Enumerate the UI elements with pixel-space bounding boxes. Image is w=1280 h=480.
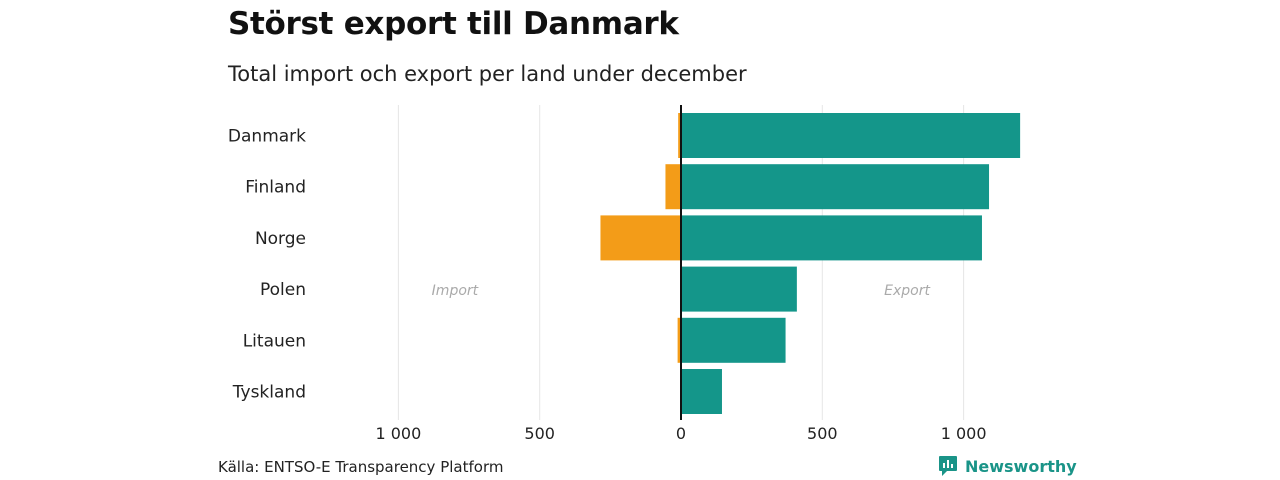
x-tick-label: 500: [807, 424, 838, 443]
chart-plot: 1 000 500 0 500 1 000 Import Export Danmark Finl…: [228, 105, 1021, 443]
export-bar: [681, 266, 797, 312]
x-tick-label: 1 000: [941, 424, 987, 443]
export-bar: [681, 369, 722, 414]
category-label: Norge: [255, 229, 306, 249]
export-bar: [681, 215, 982, 261]
brand-logo: Newsworthy: [938, 455, 1077, 477]
labels: 1 000 500 0 500 1 000 Import Export Danmark Finl…: [228, 105, 987, 443]
chart-subtitle: Total import och export per land under d…: [228, 62, 747, 86]
category-label: Finland: [245, 178, 306, 198]
x-tick-label: 1 000: [375, 424, 421, 443]
newsworthy-logo-icon: [939, 456, 957, 476]
chart-title: Störst export till Danmark: [228, 6, 679, 42]
export-bar: [681, 164, 990, 210]
x-tick-label: 0: [676, 424, 686, 443]
export-bar: [681, 317, 786, 363]
category-label: Polen: [260, 280, 306, 300]
x-tick-label: 500: [524, 424, 555, 443]
category-label: Litauen: [243, 331, 306, 351]
import-bar: [665, 164, 681, 210]
bars: [600, 113, 1021, 414]
source-note: Källa: ENTSO-E Transparency Platform: [218, 458, 504, 476]
category-label: Danmark: [228, 127, 306, 147]
category-label: Tyskland: [232, 383, 306, 403]
import-bar: [678, 113, 681, 158]
export-side-label: Export: [884, 283, 930, 299]
export-bar: [681, 113, 1021, 158]
import-bar: [677, 317, 681, 363]
brand-name: Newsworthy: [965, 456, 1077, 476]
import-bar: [600, 215, 681, 261]
import-side-label: Import: [432, 283, 479, 299]
